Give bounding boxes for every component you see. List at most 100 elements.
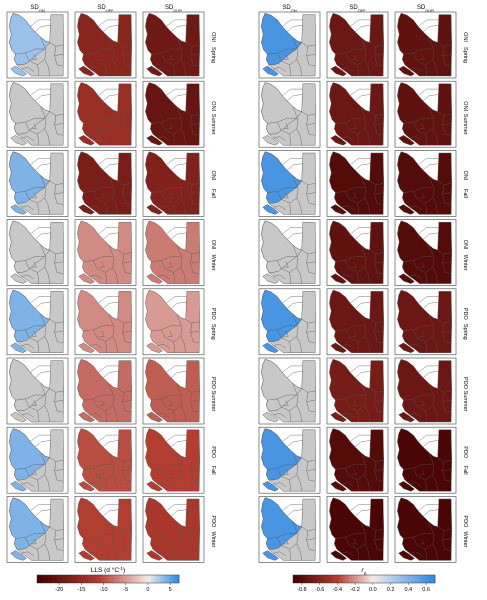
region-boundary xyxy=(418,19,439,27)
colorbar-segment xyxy=(55,575,59,583)
region-boundary xyxy=(31,54,37,60)
region-boundary xyxy=(167,123,173,129)
colorbar-segment xyxy=(150,575,154,583)
region-boundary xyxy=(89,205,102,210)
region-right_panel-r2-c2 xyxy=(397,151,452,215)
region-boundary xyxy=(425,341,427,353)
colorbar-segment xyxy=(371,575,374,583)
region-boundary xyxy=(98,227,119,235)
region-boundary xyxy=(170,371,187,378)
island-region xyxy=(10,273,27,284)
colorbar-segment xyxy=(70,575,73,583)
region-boundary xyxy=(21,482,34,487)
region-boundary xyxy=(341,274,354,280)
region-boundary xyxy=(354,440,371,448)
colorbar-segment xyxy=(86,575,90,583)
region-boundary xyxy=(442,123,452,125)
colorbar-segment xyxy=(366,575,370,583)
region-boundary xyxy=(25,122,45,135)
region-boundary xyxy=(442,469,452,471)
colorbar-segment xyxy=(141,575,144,583)
colorbar-segment xyxy=(354,575,358,583)
region-boundary xyxy=(422,94,439,102)
region-boundary xyxy=(93,329,113,342)
region-boundary xyxy=(413,260,433,273)
colorbar-title: rS xyxy=(361,567,366,576)
row-season-label: Summer xyxy=(462,114,468,135)
colorbar-tick-label: 0.2 xyxy=(387,587,395,593)
region-boundary xyxy=(102,440,119,448)
region-boundary xyxy=(167,538,173,545)
region-boundary xyxy=(422,25,439,32)
region-boundary xyxy=(83,325,113,332)
colorbar-segment xyxy=(58,575,61,583)
colorbar-segment xyxy=(160,575,163,583)
colorbar-segment xyxy=(311,575,315,583)
region-boundary xyxy=(122,461,132,482)
row-index-label: ONI xyxy=(210,240,216,250)
region-boundary xyxy=(54,54,64,56)
row-index-label: PDO xyxy=(210,308,216,321)
region-boundary xyxy=(157,551,170,556)
region-boundary xyxy=(173,203,175,215)
region-boundary xyxy=(15,256,45,262)
colorbar-segment xyxy=(103,575,106,583)
row-season-label: Winter xyxy=(462,255,468,271)
colorbar-segment xyxy=(108,575,111,583)
region-boundary xyxy=(157,343,170,349)
region-boundary xyxy=(306,530,316,551)
row-index-label: PDO xyxy=(210,377,216,390)
region-boundary xyxy=(277,191,297,204)
region-boundary xyxy=(161,329,181,342)
region-boundary xyxy=(99,330,105,337)
region-right_panel-r6-c2 xyxy=(397,428,452,492)
colorbar-segment xyxy=(404,575,407,583)
colorbar-segment xyxy=(295,575,299,583)
region-boundary xyxy=(357,479,359,492)
colorbar-segment xyxy=(169,575,173,583)
region-boundary xyxy=(15,394,45,401)
row-season-label: Spring xyxy=(210,324,216,340)
region-boundary xyxy=(151,48,181,55)
colorbar-segment xyxy=(53,575,57,583)
colorbar-segment xyxy=(41,575,45,583)
region-boundary xyxy=(166,158,187,166)
region-boundary xyxy=(190,54,200,56)
region-boundary xyxy=(357,203,359,215)
region-boundary xyxy=(442,330,452,333)
region-boundary xyxy=(273,136,286,141)
colorbar-segment xyxy=(302,575,306,583)
right-map-panel: SDON SDOFF SDDUR ONI Spring ONI Summer ONI Fall O… xyxy=(258,5,468,563)
region-boundary xyxy=(98,158,119,166)
colorbar-segment xyxy=(112,575,116,583)
region-boundary xyxy=(54,192,64,195)
region-boundary xyxy=(289,410,291,422)
island-region xyxy=(146,135,163,146)
region-boundary xyxy=(190,115,200,136)
region-boundary xyxy=(122,54,132,56)
region-boundary xyxy=(151,187,181,193)
colorbar-frame xyxy=(36,574,180,584)
region-boundary xyxy=(34,371,51,378)
region-boundary xyxy=(173,549,175,561)
region-boundary xyxy=(357,410,359,422)
colorbar-segment xyxy=(425,575,429,583)
region-boundary xyxy=(306,192,316,195)
colorbar-segment xyxy=(152,575,156,583)
region-boundary xyxy=(273,343,286,349)
region-boundary xyxy=(122,46,132,67)
region-boundary xyxy=(157,136,170,141)
region-boundary xyxy=(166,88,187,96)
island-region xyxy=(398,273,415,284)
colorbar-tick-label: -0.6 xyxy=(315,587,324,593)
region-boundary xyxy=(99,400,105,406)
region-boundary xyxy=(341,205,354,210)
region-boundary xyxy=(357,272,359,284)
region-boundary xyxy=(306,115,316,136)
region-boundary xyxy=(442,261,452,264)
region-boundary xyxy=(374,46,384,67)
coastal-region xyxy=(9,82,51,135)
region-boundary xyxy=(170,25,187,32)
region-boundary xyxy=(173,341,175,353)
region-boundary xyxy=(282,158,303,166)
